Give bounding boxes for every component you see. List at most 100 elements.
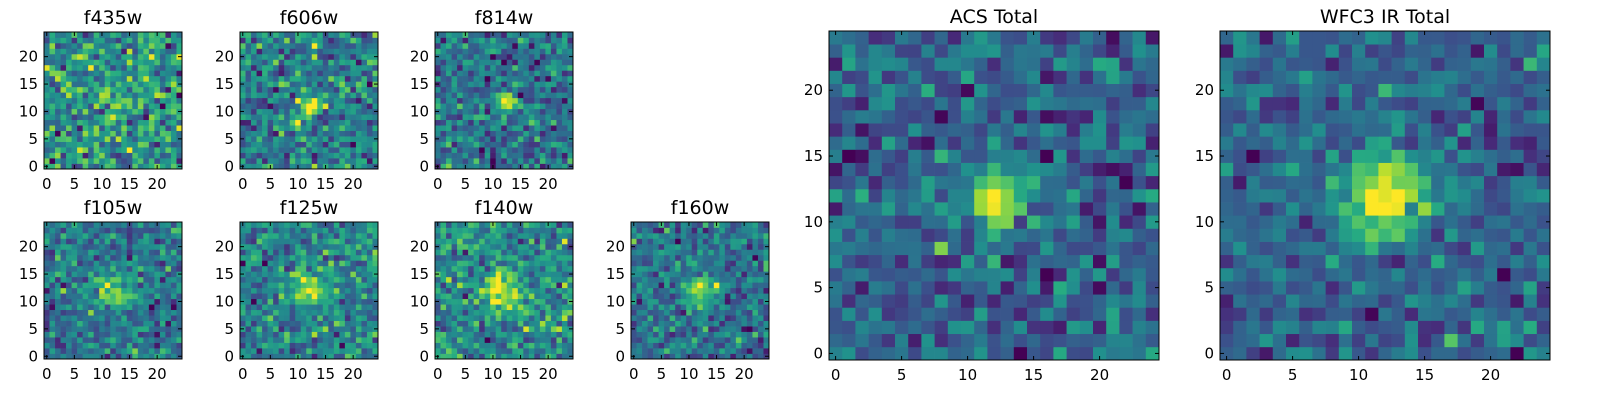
heatmap-cell — [473, 136, 480, 142]
heatmap-cell — [724, 315, 731, 321]
heatmap-cell — [517, 81, 524, 88]
heatmap-cell — [686, 331, 693, 338]
heatmap-cell — [88, 298, 95, 305]
heatmap-cell — [93, 70, 100, 77]
heatmap-cell — [176, 348, 183, 354]
heatmap-cell — [77, 86, 83, 93]
heatmap-cell — [1119, 307, 1133, 321]
heatmap-cell — [126, 64, 133, 71]
heatmap-cell — [495, 265, 502, 272]
heatmap-cell — [295, 276, 302, 283]
heatmap-cell — [528, 64, 535, 71]
heatmap-cell — [284, 70, 291, 77]
axes-frame — [43, 221, 183, 360]
heatmap-cell — [730, 298, 737, 305]
heatmap-cell — [462, 37, 469, 44]
heatmap-cell — [512, 276, 519, 283]
heatmap-cell — [691, 304, 698, 311]
heatmap-cell — [115, 108, 122, 115]
heatmap-cell — [534, 271, 541, 278]
heatmap-cell — [126, 70, 133, 77]
heatmap-cell — [451, 92, 458, 99]
heatmap-cell — [49, 70, 56, 77]
heatmap-cell — [934, 281, 949, 295]
heatmap-cell — [490, 282, 497, 289]
heatmap-cell — [550, 260, 557, 267]
heatmap-cell — [1040, 175, 1054, 190]
heatmap-cell — [829, 202, 843, 216]
heatmap-cell — [550, 81, 557, 88]
heatmap-cell — [273, 315, 279, 321]
heatmap-cell — [567, 260, 574, 267]
heatmap-cell — [1027, 346, 1041, 361]
heatmap-cell — [636, 282, 643, 289]
heatmap-cell — [961, 241, 975, 256]
heatmap-cell — [245, 152, 252, 159]
heatmap-cell — [479, 260, 486, 267]
heatmap-cell — [517, 92, 524, 99]
heatmap-cell — [251, 64, 257, 71]
heatmap-cell — [284, 337, 291, 343]
heatmap-cell — [344, 152, 351, 159]
heatmap-cell — [300, 298, 307, 305]
heatmap-cell — [545, 141, 552, 148]
heatmap-cell — [289, 114, 296, 121]
heatmap-cell — [752, 238, 759, 245]
heatmap-cell — [344, 70, 351, 77]
heatmap-cell — [462, 86, 469, 93]
heatmap-cell — [741, 238, 748, 245]
heatmap-cell — [306, 243, 313, 250]
heatmap-cell — [457, 348, 463, 354]
heatmap-cell — [961, 228, 975, 242]
heatmap-cell — [708, 331, 715, 338]
heatmap-cell — [93, 53, 100, 60]
heatmap-cell — [567, 64, 574, 71]
heatmap-cell — [278, 32, 285, 38]
heatmap-cell — [104, 315, 111, 321]
heatmap-cell — [82, 147, 89, 153]
heatmap-cell — [317, 125, 324, 131]
heatmap-cell — [256, 97, 263, 104]
heatmap-cell — [468, 86, 474, 93]
heatmap-cell — [484, 125, 491, 131]
heatmap-cell — [534, 152, 541, 159]
heatmap-cell — [561, 243, 568, 250]
heatmap-cell — [55, 53, 61, 60]
heatmap-cell — [961, 294, 975, 308]
heatmap-cell — [350, 97, 357, 104]
heatmap-cell — [361, 326, 368, 332]
heatmap-cell — [115, 287, 122, 294]
heatmap-cell — [647, 342, 654, 349]
heatmap-cell — [686, 243, 693, 250]
heatmap-cell — [484, 92, 491, 99]
heatmap-cell — [165, 92, 172, 99]
heatmap-cell — [457, 265, 463, 272]
heatmap-cell — [154, 326, 161, 332]
heatmap-cell — [372, 222, 379, 228]
heatmap-cell — [523, 326, 530, 332]
heatmap-cell — [159, 86, 166, 93]
heatmap-cell — [339, 227, 346, 234]
heatmap-cell — [517, 64, 524, 71]
heatmap-cell — [372, 320, 379, 327]
heatmap-cell — [170, 48, 177, 55]
heatmap-cell — [468, 92, 474, 99]
heatmap-cell — [289, 32, 296, 38]
heatmap-cell — [339, 304, 346, 311]
heatmap-cell — [457, 59, 463, 66]
heatmap-cell — [451, 287, 458, 294]
heatmap-cell — [355, 48, 362, 55]
heatmap-cell — [66, 309, 72, 316]
heatmap-cell — [512, 136, 519, 142]
heatmap-cell — [104, 163, 111, 170]
heatmap-cell — [273, 119, 279, 126]
heatmap-cell — [517, 130, 524, 137]
heatmap-cell — [49, 254, 56, 261]
heatmap-cell — [295, 75, 302, 82]
heatmap-cell — [539, 108, 546, 115]
heatmap-cell — [501, 222, 508, 228]
heatmap-cell — [534, 304, 541, 311]
heatmap-cell — [49, 271, 56, 278]
heatmap-cell — [495, 119, 502, 126]
heatmap-cell — [82, 152, 89, 159]
